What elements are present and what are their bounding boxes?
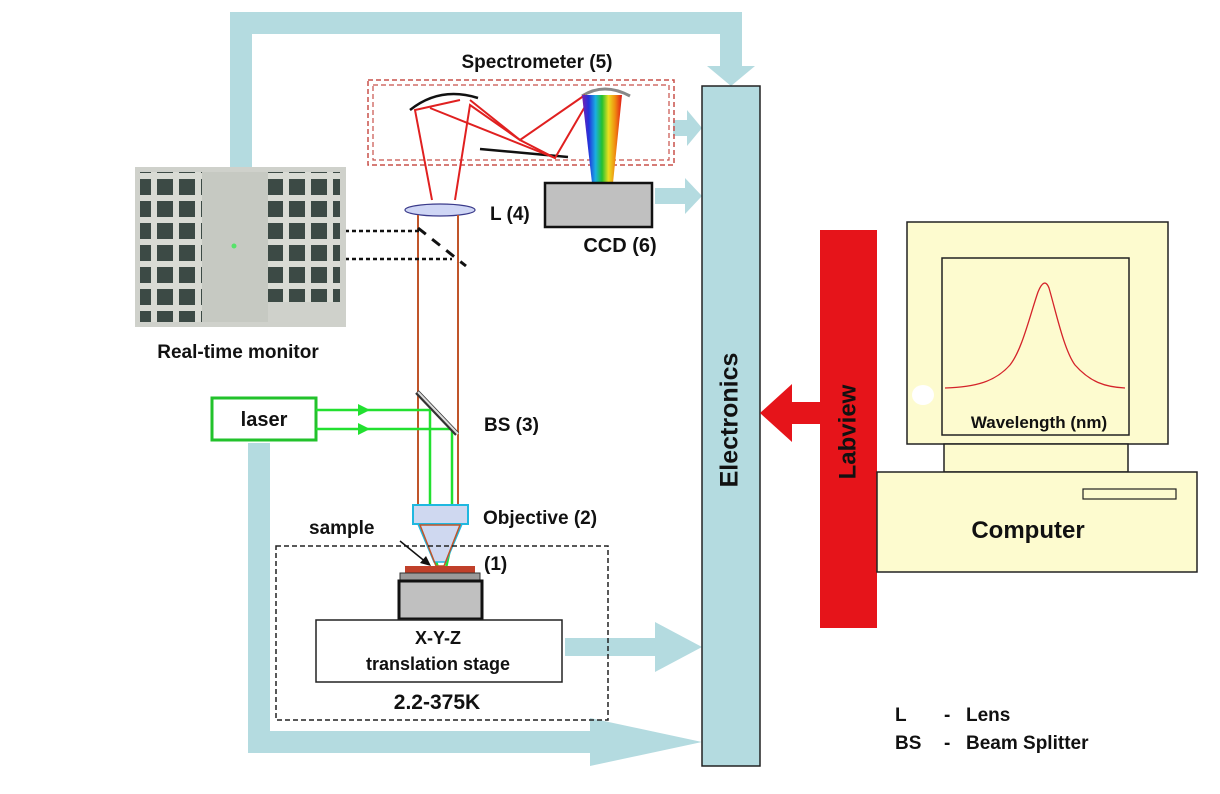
monitor-grid-left bbox=[140, 172, 202, 322]
objective-cone bbox=[416, 523, 464, 563]
stage-label-line1: X-Y-Z bbox=[415, 628, 461, 648]
spectrometer-box-inner bbox=[372, 84, 670, 161]
ccd-arrow-shaft bbox=[655, 188, 685, 204]
sample-pointer bbox=[399, 540, 428, 564]
lens-label: L (4) bbox=[490, 204, 530, 225]
monitor-loop-arrowhead bbox=[707, 66, 755, 86]
legend-abbr-l: L bbox=[895, 705, 907, 726]
computer-neck bbox=[943, 443, 1129, 473]
monitor-label: Real-time monitor bbox=[157, 342, 319, 363]
spectrometer: Spectrometer (5) bbox=[367, 52, 675, 201]
legend-dash-l: - bbox=[944, 705, 950, 726]
monitor-grid-right bbox=[268, 172, 340, 302]
monitor-loop-down bbox=[720, 12, 742, 68]
laser-loop-bottom bbox=[248, 731, 593, 753]
focusing-mirror bbox=[581, 87, 631, 98]
temperature-label: 2.2-375K bbox=[394, 691, 480, 714]
lens-4 bbox=[404, 203, 476, 217]
real-time-monitor: Real-time monitor bbox=[135, 167, 346, 363]
monitor-loop-top bbox=[230, 12, 742, 34]
electronics-box bbox=[701, 85, 761, 767]
ccd-box bbox=[543, 181, 654, 229]
abbreviation-legend: L - Lens BS - Beam Splitter bbox=[895, 705, 1089, 754]
spectrometer-rays bbox=[413, 94, 591, 201]
laser-label: laser bbox=[241, 409, 288, 431]
translation-stage bbox=[315, 619, 563, 683]
stage-arrow-head bbox=[655, 622, 702, 672]
beam-path bbox=[417, 215, 459, 505]
laser-box bbox=[210, 396, 318, 442]
collimating-mirror bbox=[409, 92, 479, 111]
computer: Wavelength (nm) Computer bbox=[876, 221, 1198, 573]
stage-label-line2: translation stage bbox=[366, 654, 510, 674]
laser-loop-arrowhead bbox=[590, 718, 702, 766]
beam-splitter-face bbox=[417, 391, 459, 435]
spectrometer-arrow-shaft bbox=[673, 120, 687, 136]
legend-meaning-bs: Beam Splitter bbox=[966, 733, 1089, 754]
laser-spot bbox=[231, 243, 237, 249]
sample-label: sample bbox=[309, 518, 374, 539]
stage-arrow-shaft bbox=[565, 638, 655, 656]
spectrum-curve bbox=[944, 282, 1126, 389]
monitor-loop-up bbox=[230, 12, 252, 169]
monitor-dotted-links bbox=[345, 229, 452, 261]
spectrometer-box-outer bbox=[367, 79, 675, 166]
spectrometer-arrow-head bbox=[687, 110, 702, 146]
computer-screen bbox=[941, 257, 1130, 436]
connector-arrows bbox=[230, 12, 755, 766]
dispersed-spectrum bbox=[582, 95, 622, 183]
sample-mount bbox=[399, 572, 481, 581]
ccd-label: CCD (6) bbox=[583, 235, 656, 257]
legend-dash-bs: - bbox=[944, 733, 950, 754]
wavelength-axis-label: Wavelength (nm) bbox=[971, 413, 1107, 432]
objective-label: Objective (2) bbox=[483, 508, 597, 529]
sample-number-label: (1) bbox=[484, 554, 507, 575]
labview-label: Labview bbox=[834, 384, 861, 479]
grating bbox=[479, 147, 569, 159]
legend-abbr-bs: BS bbox=[895, 733, 921, 754]
laser-beam-arrowheads bbox=[358, 404, 370, 435]
bs-label: BS (3) bbox=[484, 415, 539, 436]
objective-top bbox=[412, 504, 469, 525]
sample-holder bbox=[397, 579, 484, 621]
disk-drive-slot bbox=[1082, 488, 1177, 500]
legend-meaning-l: Lens bbox=[966, 705, 1010, 726]
computer-label: Computer bbox=[971, 517, 1084, 544]
sample-pointer-head bbox=[420, 556, 431, 566]
spectrometer-label: Spectrometer (5) bbox=[462, 52, 613, 73]
sample-wafer bbox=[405, 566, 475, 573]
screen-glare bbox=[912, 385, 934, 405]
laser-loop-down bbox=[248, 443, 270, 753]
electronics-label: Electronics bbox=[716, 353, 744, 488]
cryostat-box bbox=[275, 545, 609, 721]
labview-arrow bbox=[760, 384, 822, 442]
labview-bar bbox=[820, 230, 877, 628]
ccd-arrow-head bbox=[685, 178, 702, 214]
